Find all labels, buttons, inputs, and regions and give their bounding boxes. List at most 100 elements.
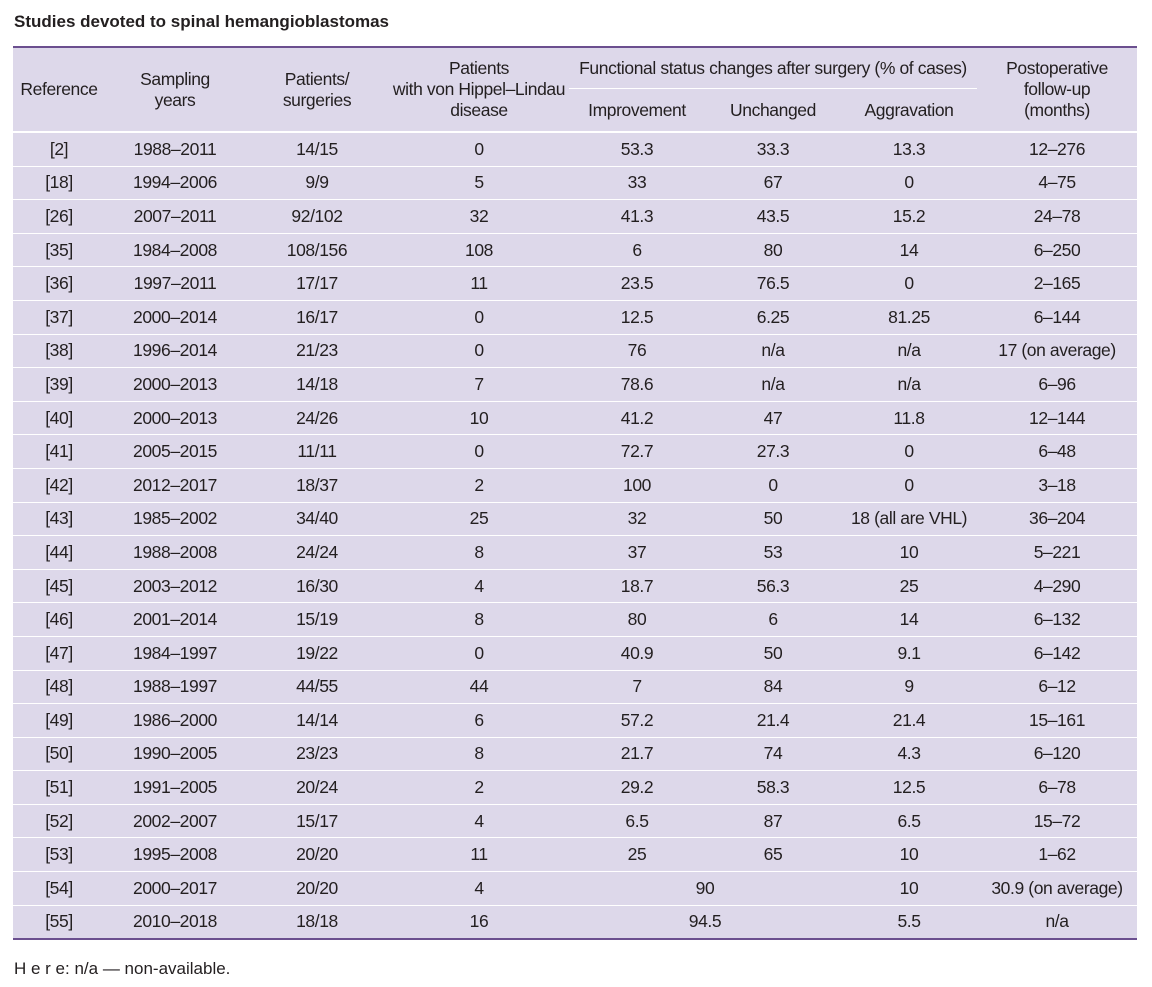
- table-row: [26] 2007–2011 92/102 32 41.3 43.5 15.2 24–78: [13, 199, 1138, 233]
- cell-unchanged: 67: [705, 165, 841, 200]
- cell-reference: [48]: [13, 669, 105, 704]
- cell-reference: [18]: [13, 165, 105, 200]
- table-row: [39] 2000–2013 14/18 7 78.6 n/a n/a 6–96: [13, 367, 1138, 401]
- cell-improvement: 53.3: [569, 131, 705, 166]
- cell-improvement: 72.7: [569, 434, 705, 468]
- cell-patients-surgeries: 11/11: [245, 434, 389, 468]
- cell-follow-up: 15–161: [977, 703, 1138, 737]
- cell-follow-up: 6–144: [977, 299, 1138, 334]
- table-header: Reference Sampling years Patients/ surge…: [13, 48, 1137, 131]
- table-row: [44] 1988–2008 24/24 8 37 53 10 5–221: [13, 535, 1138, 569]
- cell-follow-up: 6–120: [977, 736, 1138, 771]
- header-vhl-patients: Patients with von Hippel–Lindau disease: [389, 48, 569, 131]
- table-row: [55] 2010–2018 18/18 16 94.5 5.5 n/a: [13, 904, 1138, 939]
- table-row: [38] 1996–2014 21/23 0 76 n/a n/a 17 (on averag…: [13, 333, 1138, 368]
- cell-patients-surgeries: 20/24: [245, 770, 389, 804]
- cell-sampling-years: 2000–2017: [105, 871, 245, 905]
- cell-improvement: 80: [569, 602, 705, 636]
- cell-aggravation: 0: [841, 467, 978, 502]
- cell-sampling-years: 2000–2013: [105, 400, 245, 435]
- cell-unchanged: 50: [705, 635, 841, 670]
- cell-aggravation: 11.8: [841, 400, 978, 435]
- cell-vhl-patients: 108: [389, 232, 569, 267]
- cell-vhl-patients: 2: [389, 467, 569, 502]
- cell-sampling-years: 1988–1997: [105, 669, 245, 704]
- cell-unchanged: 84: [705, 669, 841, 704]
- cell-follow-up: 15–72: [977, 803, 1138, 838]
- cell-sampling-years: 1984–2008: [105, 232, 245, 267]
- header-functional-status-group: Functional status changes after surgery …: [569, 48, 978, 89]
- cell-follow-up: 30.9 (on average): [977, 871, 1138, 905]
- cell-vhl-patients: 10: [389, 400, 569, 435]
- table-row: [53] 1995–2008 20/20 11 25 65 10 1–62: [13, 837, 1138, 871]
- cell-aggravation: 0: [841, 165, 978, 200]
- cell-sampling-years: 1990–2005: [105, 736, 245, 771]
- cell-vhl-patients: 4: [389, 568, 569, 603]
- cell-reference: [44]: [13, 535, 105, 569]
- cell-reference: [50]: [13, 736, 105, 771]
- cell-sampling-years: 2007–2011: [105, 199, 245, 233]
- cell-unchanged: 27.3: [705, 434, 841, 468]
- cell-reference: [46]: [13, 602, 105, 636]
- cell-follow-up: 1–62: [977, 837, 1138, 871]
- cell-vhl-patients: 6: [389, 703, 569, 737]
- cell-patients-surgeries: 20/20: [245, 871, 389, 905]
- cell-unchanged: 0: [705, 467, 841, 502]
- table-row: [42] 2012–2017 18/37 2 100 0 0 3–18: [13, 467, 1138, 502]
- cell-follow-up: 2–165: [977, 266, 1138, 300]
- cell-unchanged: 76.5: [705, 266, 841, 300]
- cell-aggravation: 10: [841, 837, 978, 871]
- cell-follow-up: 6–78: [977, 770, 1138, 804]
- cell-vhl-patients: 0: [389, 299, 569, 334]
- cell-aggravation: 10: [841, 535, 978, 569]
- cell-unchanged: 21.4: [705, 703, 841, 737]
- cell-reference: [51]: [13, 770, 105, 804]
- cell-follow-up: 6–250: [977, 232, 1138, 267]
- cell-aggravation: 9: [841, 669, 978, 704]
- cell-sampling-years: 1991–2005: [105, 770, 245, 804]
- cell-unchanged: 33.3: [705, 131, 841, 166]
- cell-unchanged: n/a: [705, 367, 841, 401]
- cell-patients-surgeries: 44/55: [245, 669, 389, 704]
- cell-unchanged: 50: [705, 501, 841, 536]
- cell-patients-surgeries: 21/23: [245, 333, 389, 368]
- cell-follow-up: 6–142: [977, 635, 1138, 670]
- cell-improvement: 100: [569, 467, 705, 502]
- table-row: [35] 1984–2008 108/156 108 6 80 14 6–250: [13, 232, 1138, 267]
- cell-follow-up: 17 (on average): [977, 333, 1138, 368]
- cell-follow-up: 24–78: [977, 199, 1138, 233]
- cell-sampling-years: 2005–2015: [105, 434, 245, 468]
- header-sampling-years: Sampling years: [105, 48, 245, 131]
- cell-improvement: 32: [569, 501, 705, 536]
- cell-reference: [35]: [13, 232, 105, 267]
- studies-table-frame: Reference Sampling years Patients/ surge…: [13, 46, 1138, 941]
- cell-improvement: 76: [569, 333, 705, 368]
- cell-unchanged: 47: [705, 400, 841, 435]
- cell-sampling-years: 1994–2006: [105, 165, 245, 200]
- table-row: [40] 2000–2013 24/26 10 41.2 47 11.8 12–144: [13, 400, 1138, 435]
- cell-vhl-patients: 0: [389, 635, 569, 670]
- table-row: [54] 2000–2017 20/20 4 90 10 30.9 (on average): [13, 871, 1138, 905]
- cell-sampling-years: 1988–2008: [105, 535, 245, 569]
- cell-patients-surgeries: 20/20: [245, 837, 389, 871]
- table-footnote: H e r e: n/a — non-available.: [14, 959, 231, 978]
- cell-aggravation: 21.4: [841, 703, 978, 737]
- table-title: Studies devoted to spinal hemangioblasto…: [14, 12, 390, 31]
- cell-vhl-patients: 0: [389, 434, 569, 468]
- cell-sampling-years: 2003–2012: [105, 568, 245, 603]
- cell-patients-surgeries: 108/156: [245, 232, 389, 267]
- table-row: [47] 1984–1997 19/22 0 40.9 50 9.1 6–142: [13, 635, 1138, 670]
- cell-reference: [52]: [13, 803, 105, 838]
- cell-follow-up: 3–18: [977, 467, 1138, 502]
- cell-follow-up: 5–221: [977, 535, 1138, 569]
- cell-follow-up: 6–132: [977, 602, 1138, 636]
- cell-reference: [38]: [13, 333, 105, 368]
- cell-patients-surgeries: 16/17: [245, 299, 389, 334]
- cell-sampling-years: 2001–2014: [105, 602, 245, 636]
- cell-unchanged: 58.3: [705, 770, 841, 804]
- cell-aggravation: 15.2: [841, 199, 978, 233]
- table-row: [48] 1988–1997 44/55 44 7 84 9 6–12: [13, 669, 1138, 704]
- cell-aggravation: 10: [841, 871, 978, 905]
- table-row: [45] 2003–2012 16/30 4 18.7 56.3 25 4–290: [13, 568, 1138, 603]
- header-patients-surgeries: Patients/ surgeries: [245, 48, 389, 131]
